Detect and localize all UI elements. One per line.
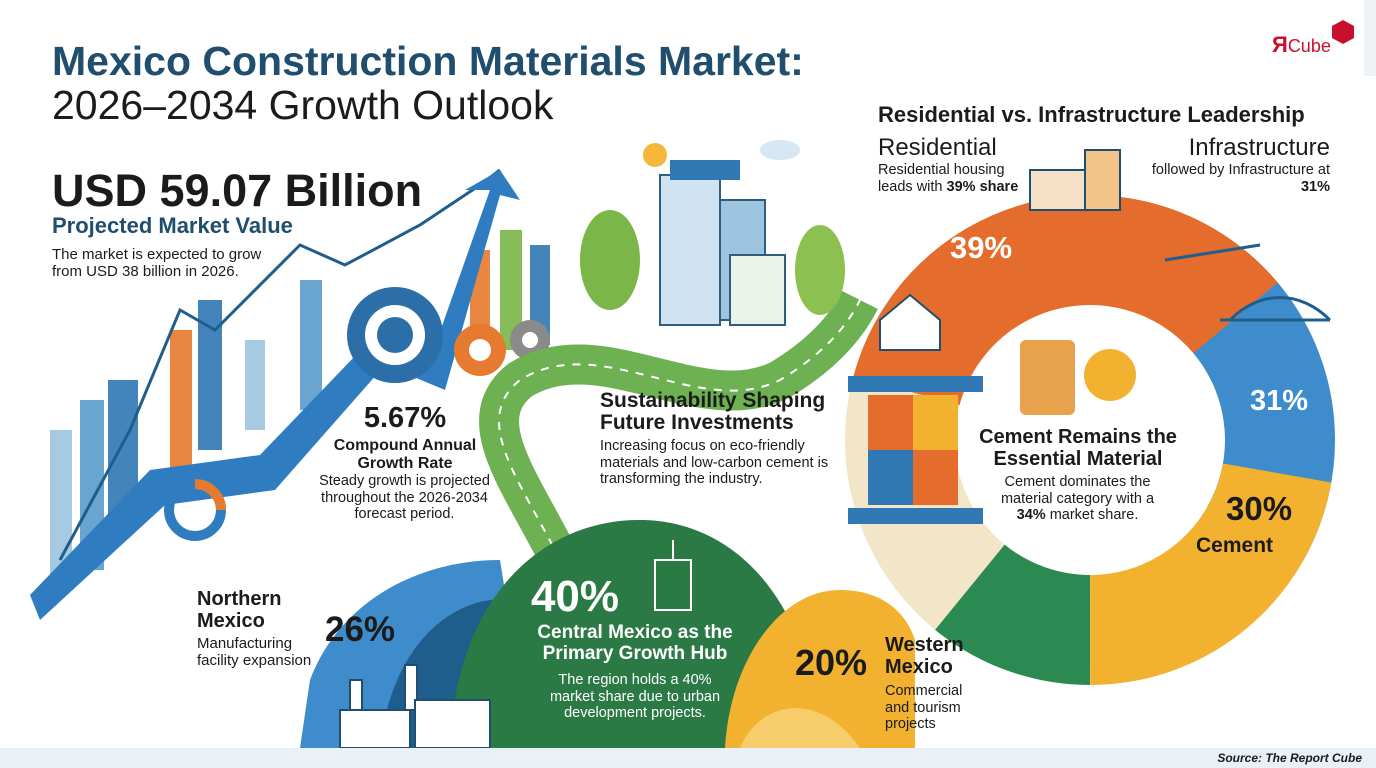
logo-cube — [1332, 20, 1354, 44]
west-share: 20% — [795, 642, 868, 683]
house-icons — [879, 149, 1136, 415]
central-share: 40% — [530, 572, 620, 621]
north-share: 26% — [325, 610, 396, 649]
cement-desc: Cement dominates the material category w… — [985, 474, 1170, 524]
market-value-desc: The market is expected to grow from USD … — [52, 246, 262, 281]
source: Source: The Report Cube — [1217, 751, 1362, 765]
west-desc: Commercial and tourism projects — [885, 683, 963, 733]
cement-label: Cement — [1196, 534, 1274, 557]
cement-desc-highlight: 34% — [1016, 507, 1046, 524]
sustainability-desc: Increasing focus on eco-friendly materia… — [600, 438, 829, 488]
residential-desc: Residential housing leads with 39% share — [878, 162, 1028, 195]
title-line2: 2026–2034 Growth Outlook — [52, 82, 554, 128]
market-value-label: Projected Market Value — [52, 213, 293, 238]
footer-band — [0, 748, 1376, 768]
growth-arrow — [30, 170, 520, 620]
infrastructure-desc: followed by Infrastructure at 31% — [1150, 162, 1330, 195]
pillar — [848, 376, 983, 524]
bridge-icons — [1164, 243, 1332, 322]
residential-desc-text: Residential housing leads with — [878, 162, 1005, 195]
residential-share: 39% — [950, 230, 1013, 265]
market-value: USD 59.07 Billion — [52, 165, 423, 216]
cagr-label: Compound Annual Growth Rate — [333, 437, 477, 473]
logo: ЯCube — [1272, 32, 1331, 57]
infrastructure-label: Infrastructure — [1188, 134, 1330, 161]
title-line1: Mexico Construction Materials Market: — [52, 38, 804, 84]
logo-mark: Я — [1272, 32, 1288, 57]
factory — [339, 664, 491, 749]
cagr-value: 5.67% — [363, 402, 447, 434]
infrastructure-desc-highlight: 31% — [1300, 178, 1330, 195]
cement-desc-text: Cement dominates the material category w… — [1000, 474, 1155, 507]
eco-buildings — [580, 140, 845, 326]
tower — [654, 540, 692, 611]
edge-strip — [1364, 0, 1376, 76]
north-desc: Manufacturing facility expansion — [197, 635, 312, 670]
segments-title: Residential vs. Infrastructure Leadershi… — [878, 102, 1305, 127]
trend-line — [58, 168, 501, 561]
residential-label: Residential — [878, 134, 997, 161]
cagr-desc: Steady growth is projected throughout th… — [319, 473, 490, 523]
logo-text: Cube — [1287, 36, 1331, 56]
cement-title: Cement Remains the Essential Material — [979, 426, 1177, 470]
sustainability-title: Sustainability Shaping Future Investment… — [600, 389, 826, 435]
infrastructure-share: 31% — [1250, 385, 1309, 417]
west-dome — [725, 590, 915, 748]
central-dome — [450, 520, 820, 748]
infrastructure-desc-text: followed by Infrastructure at — [1151, 162, 1330, 178]
cement-desc-end: market share. — [1049, 507, 1139, 524]
west-name: Western Mexico — [885, 634, 964, 678]
north-name: Northern Mexico — [197, 588, 282, 632]
cement-share: 30% — [1226, 490, 1293, 527]
central-desc: The region holds a 40% market share due … — [549, 672, 721, 722]
residential-desc-highlight: 39% share — [946, 178, 1019, 195]
central-name: Central Mexico as the Primary Growth Hub — [537, 622, 733, 664]
